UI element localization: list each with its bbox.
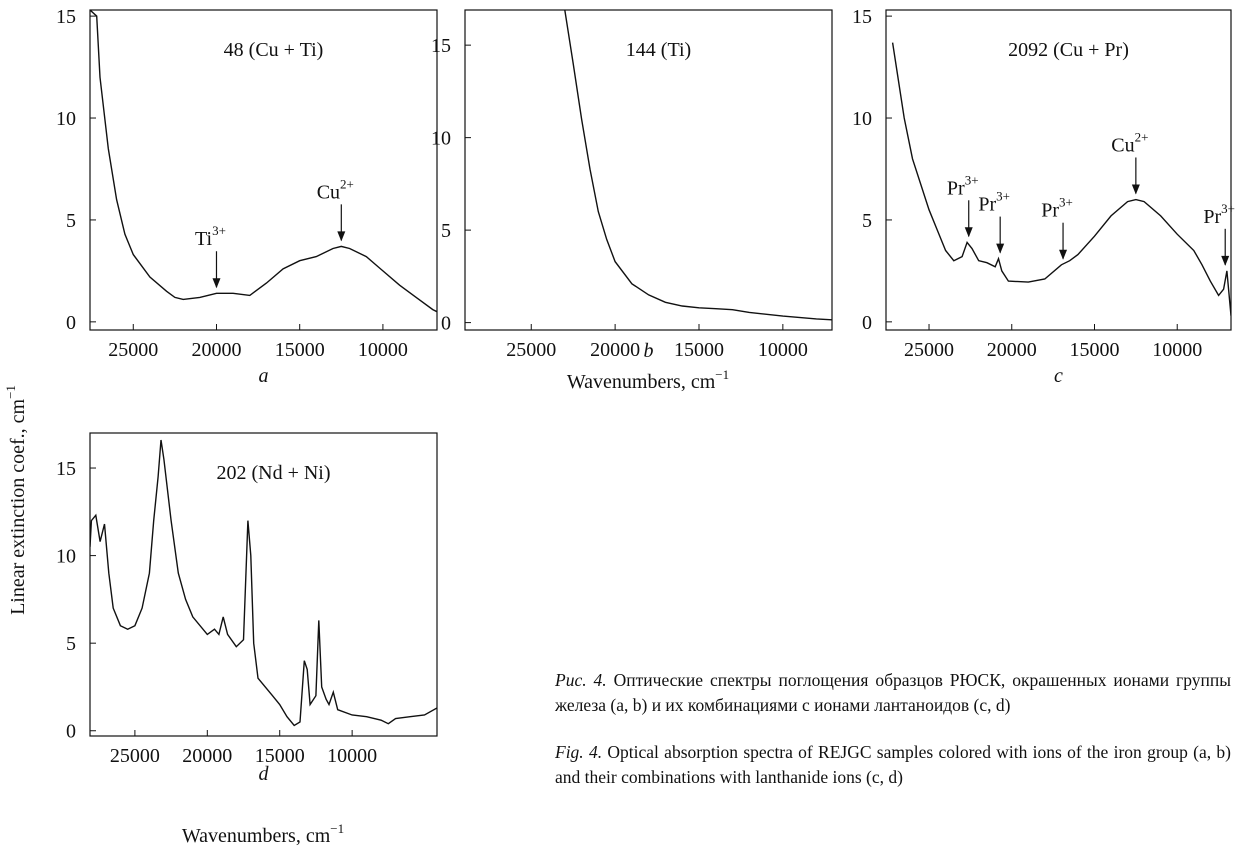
x-tick-label: 10000 <box>758 339 808 361</box>
y-tick-label: 0 <box>441 313 451 335</box>
arrow-head <box>337 231 346 242</box>
x-tick-label: 10000 <box>1152 339 1202 361</box>
arrow-head <box>996 243 1005 254</box>
annotation: Cu2+ <box>317 176 354 203</box>
y-tick-label: 10 <box>56 108 76 130</box>
panel-label: c <box>1054 365 1063 387</box>
annotation-ion: Pr <box>1203 206 1221 228</box>
x-axis-title-text: Wavenumbers, cm <box>182 825 331 847</box>
x-tick-label: 25000 <box>506 339 556 361</box>
y-tick-label: 15 <box>852 6 872 28</box>
annotation-charge: 2+ <box>1135 129 1149 144</box>
y-tick-label: 5 <box>441 220 451 242</box>
panel-title: 202 (Nd + Ni) <box>216 462 330 484</box>
annotation-charge: 2+ <box>340 176 354 191</box>
annotation-ion: Pr <box>947 177 965 199</box>
y-tick-label: 5 <box>66 633 76 655</box>
caption-ru: Рис. 4. Оптические спектры поглощения об… <box>555 668 1231 718</box>
y-tick-label: 10 <box>431 128 451 150</box>
arrow-head <box>964 227 973 238</box>
spectrum-line <box>90 10 437 313</box>
annotation-ion: Cu <box>1111 134 1134 156</box>
spectrum-line <box>891 42 1231 316</box>
annotation-charge: 3+ <box>1221 201 1235 216</box>
x-tick-label: 10000 <box>358 339 408 361</box>
arrow-head <box>1221 255 1230 266</box>
y-tick-label: 5 <box>66 210 76 232</box>
annotation-charge: 3+ <box>1059 195 1073 210</box>
plot-frame <box>89 432 438 737</box>
caption-text: Оптические спектры поглощения образцов Р… <box>555 670 1231 715</box>
annotation: Ti3+ <box>195 223 226 250</box>
x-tick-label: 25000 <box>904 339 954 361</box>
panel-label: d <box>259 763 270 785</box>
arrow-head <box>212 278 221 289</box>
annotation: Pr3+ <box>978 189 1010 216</box>
plot-frame <box>89 9 438 331</box>
y-tick-label: 10 <box>852 108 872 130</box>
annotation-ion: Cu <box>317 181 340 203</box>
panel-title: 48 (Cu + Ti) <box>224 39 324 61</box>
panel-title: 144 (Ti) <box>626 39 691 61</box>
caption-en: Fig. 4. Optical absorption spectra of RE… <box>555 740 1231 790</box>
x-axis-title: Wavenumbers, cm−1 <box>182 821 344 847</box>
x-tick-label: 25000 <box>108 339 158 361</box>
x-axis-title: Wavenumbers, cm−1 <box>567 367 729 393</box>
arrow-head <box>1059 249 1068 260</box>
annotation: Pr3+ <box>1203 201 1235 228</box>
plot-area <box>90 439 437 727</box>
y-tick-label: 15 <box>56 6 76 28</box>
x-tick-label: 15000 <box>275 339 325 361</box>
x-tick-label: 25000 <box>110 745 160 767</box>
plot-area <box>891 42 1231 316</box>
panel-label: b <box>644 340 654 362</box>
caption-label: Fig. 4. <box>555 742 603 762</box>
x-axis-title-sup: −1 <box>715 367 729 382</box>
annotation-ion: Pr <box>1041 200 1059 222</box>
annotation-ion: Ti <box>195 228 213 250</box>
arrow-head <box>1131 184 1140 195</box>
x-axis-title-text: Wavenumbers, cm <box>567 371 716 393</box>
x-tick-label: 15000 <box>674 339 724 361</box>
x-tick-label: 15000 <box>255 745 305 767</box>
plot-area <box>90 10 437 313</box>
y-tick-label: 0 <box>66 312 76 334</box>
panel-title: 2092 (Cu + Pr) <box>1008 39 1129 61</box>
annotation-charge: 3+ <box>212 223 226 238</box>
x-tick-label: 20000 <box>191 339 241 361</box>
panel-label: a <box>259 365 269 387</box>
y-tick-label: 0 <box>862 312 872 334</box>
y-tick-label: 15 <box>431 35 451 57</box>
annotation-charge: 3+ <box>996 189 1010 204</box>
annotation-ion: Pr <box>978 194 996 216</box>
y-axis-title-text: Linear extinction coef., cm <box>7 398 29 614</box>
annotation: Pr3+ <box>1041 195 1073 222</box>
plot-area <box>564 10 832 321</box>
spectrum-line <box>564 10 832 321</box>
caption-text: Optical absorption spectra of REJGC samp… <box>555 742 1232 787</box>
y-tick-label: 10 <box>56 546 76 568</box>
plot-frame <box>885 9 1232 331</box>
annotation: Cu2+ <box>1111 129 1148 156</box>
x-tick-label: 20000 <box>987 339 1037 361</box>
x-tick-label: 20000 <box>590 339 640 361</box>
y-axis-title: Linear extinction coef., cm−1 <box>3 385 29 615</box>
y-tick-label: 0 <box>66 721 76 743</box>
x-tick-label: 20000 <box>182 745 232 767</box>
x-axis-title-sup: −1 <box>330 821 344 836</box>
annotation-charge: 3+ <box>965 172 979 187</box>
caption-label: Рис. 4. <box>555 670 607 690</box>
x-tick-label: 10000 <box>327 745 377 767</box>
annotation: Pr3+ <box>947 172 979 199</box>
spectrum-line <box>90 439 437 727</box>
y-tick-label: 15 <box>56 458 76 480</box>
plot-frame <box>464 9 833 331</box>
y-axis-title-sup: −1 <box>3 385 18 399</box>
y-tick-label: 5 <box>862 210 872 232</box>
x-tick-label: 15000 <box>1069 339 1119 361</box>
